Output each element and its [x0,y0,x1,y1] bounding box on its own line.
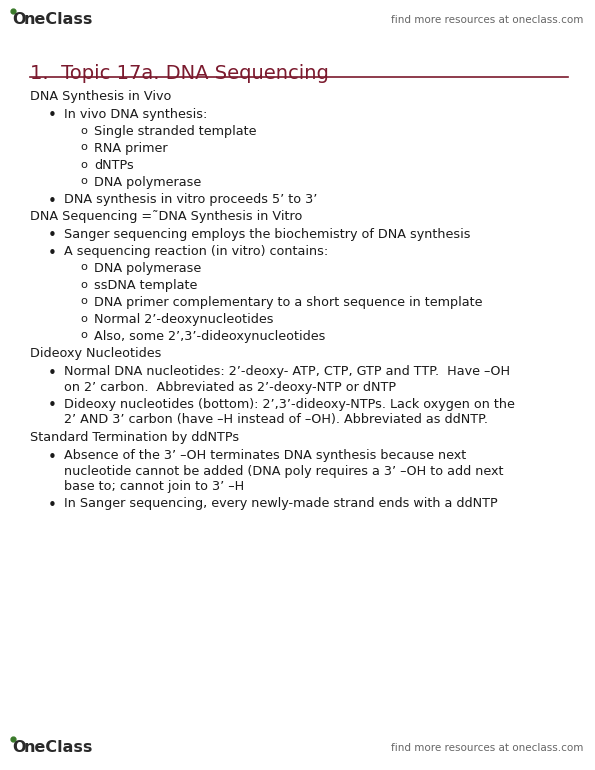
Text: DNA Synthesis in Vivo: DNA Synthesis in Vivo [30,90,171,103]
Text: DNA polymerase: DNA polymerase [94,262,201,275]
Text: In Sanger sequencing, every newly-made strand ends with a ddNTP: In Sanger sequencing, every newly-made s… [64,497,498,511]
Text: •: • [48,366,57,380]
Text: o: o [80,126,87,136]
Text: Standard Termination by ddNTPs: Standard Termination by ddNTPs [30,431,239,444]
Text: o: o [80,330,87,340]
Text: o: o [80,280,87,290]
Text: Sanger sequencing employs the biochemistry of DNA synthesis: Sanger sequencing employs the biochemist… [64,228,471,241]
Text: A sequencing reaction (in vitro) contains:: A sequencing reaction (in vitro) contain… [64,245,328,258]
Text: nucleotide cannot be added (DNA poly requires a 3’ –OH to add next: nucleotide cannot be added (DNA poly req… [64,464,503,477]
Text: •: • [48,246,57,260]
Text: In vivo DNA synthesis:: In vivo DNA synthesis: [64,108,208,121]
Text: neClass: neClass [24,741,93,755]
Text: find more resources at oneclass.com: find more resources at oneclass.com [391,743,583,753]
Text: neClass: neClass [24,12,93,28]
Text: •: • [48,229,57,243]
Text: base to; cannot join to 3’ –H: base to; cannot join to 3’ –H [64,480,245,493]
Text: o: o [80,263,87,273]
Text: Single stranded template: Single stranded template [94,125,256,138]
Text: DNA primer complementary to a short sequence in template: DNA primer complementary to a short sequ… [94,296,483,309]
Text: DNA Sequencing =˜DNA Synthesis in Vitro: DNA Sequencing =˜DNA Synthesis in Vitro [30,210,302,223]
Text: o: o [80,296,87,306]
Text: DNA synthesis in vitro proceeds 5’ to 3’: DNA synthesis in vitro proceeds 5’ to 3’ [64,193,317,206]
Text: •: • [48,450,57,464]
Text: ssDNA template: ssDNA template [94,279,198,292]
Text: on 2’ carbon.  Abbreviated as 2’-deoxy-NTP or dNTP: on 2’ carbon. Abbreviated as 2’-deoxy-NT… [64,380,396,393]
Text: RNA primer: RNA primer [94,142,168,155]
Text: o: o [80,159,87,169]
Text: Absence of the 3’ –OH terminates DNA synthesis because next: Absence of the 3’ –OH terminates DNA syn… [64,449,466,462]
Text: •: • [48,498,57,513]
Text: •: • [48,193,57,209]
Text: Normal 2’-deoxynucleotides: Normal 2’-deoxynucleotides [94,313,274,326]
Text: o: o [80,176,87,186]
Text: o: o [80,313,87,323]
Text: O: O [12,741,26,755]
Text: dNTPs: dNTPs [94,159,134,172]
Text: Dideoxy Nucleotides: Dideoxy Nucleotides [30,347,161,360]
Text: 2’ AND 3’ carbon (have –H instead of –OH). Abbreviated as ddNTP.: 2’ AND 3’ carbon (have –H instead of –OH… [64,413,488,427]
Text: O: O [12,12,26,28]
Text: find more resources at oneclass.com: find more resources at oneclass.com [391,15,583,25]
Text: Dideoxy nucleotides (bottom): 2’,3’-dideoxy-NTPs. Lack oxygen on the: Dideoxy nucleotides (bottom): 2’,3’-dide… [64,398,515,411]
Text: Also, some 2’,3’-dideoxynucleotides: Also, some 2’,3’-dideoxynucleotides [94,330,325,343]
Text: 1.  Topic 17a. DNA Sequencing: 1. Topic 17a. DNA Sequencing [30,64,329,83]
Text: DNA polymerase: DNA polymerase [94,176,201,189]
Text: •: • [48,399,57,413]
Text: Normal DNA nucleotides: 2’-deoxy- ATP, CTP, GTP and TTP.  Have –OH: Normal DNA nucleotides: 2’-deoxy- ATP, C… [64,365,510,378]
Text: •: • [48,109,57,123]
Text: o: o [80,142,87,152]
